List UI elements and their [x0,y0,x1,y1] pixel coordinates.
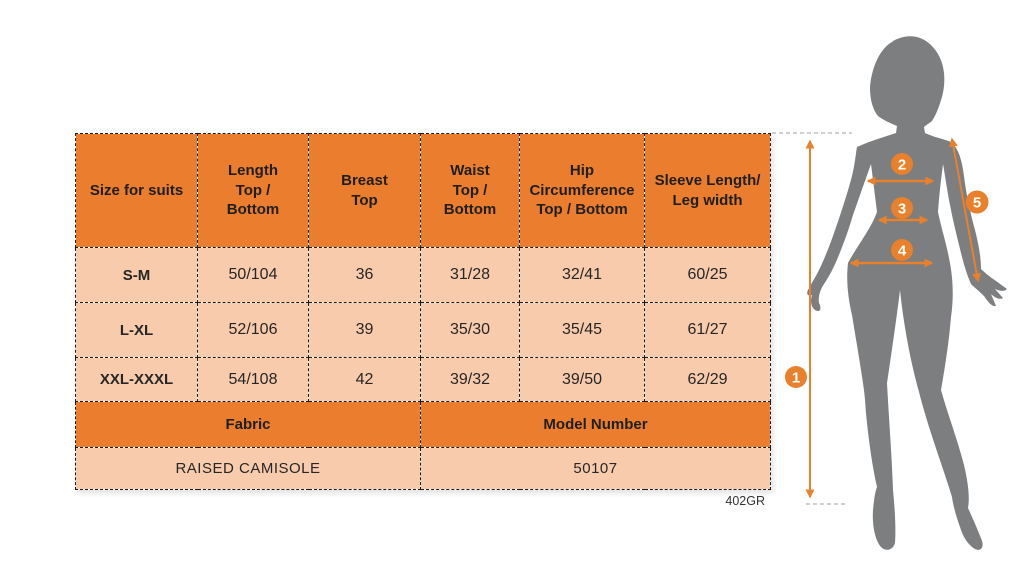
marker-3: 3 [891,197,913,219]
header-line: Bottom [226,201,280,219]
value-cell: 35/30 [420,302,520,358]
header-line: Top / [452,181,488,199]
value-cell: 35/45 [519,302,645,358]
fabric-label-cell: Fabric [75,401,421,448]
fabric-header-row: Fabric Model Number [75,401,771,448]
female-silhouette [807,36,1007,550]
value-cell: 60/25 [644,247,771,303]
value-cell: 61/27 [644,302,771,358]
marker-3-number: 3 [898,200,906,217]
sleeve-measure-arrow [948,137,982,283]
header-line: Leg width [672,191,743,209]
marker-4-number: 4 [898,242,907,259]
value-cell: 32/41 [519,247,645,303]
fabric-value-cell: RAISED CAMISOLE [75,447,421,490]
header-line: Waist [450,162,490,180]
size-table: Size for suits Length Top / Bottom Breas… [75,133,771,490]
header-breast: Breast Top [308,133,421,248]
marker-4: 4 [891,239,913,261]
table-row: XXL-XXXL 54/108 42 39/32 39/50 62/29 [75,357,771,402]
marker-5-number: 5 [973,194,981,211]
value-cell: 39/32 [420,357,520,402]
value-cell: 31/28 [420,247,520,303]
header-length: Length Top / Bottom [197,133,309,248]
value-cell: 54/108 [197,357,309,402]
header-line: Breast [341,172,388,189]
table-header-row: Size for suits Length Top / Bottom Breas… [75,133,771,248]
value-cell: 39/50 [519,357,645,402]
size-cell: S-M [75,247,198,303]
table-row: S-M 50/104 36 31/28 32/41 60/25 [75,247,771,303]
header-line: Bottom [443,201,497,219]
header-line: Top / [235,181,271,199]
header-hip: Hip Circumference Top / Bottom [519,133,645,248]
header-line: Size for suits [89,181,184,199]
value-cell: 50/104 [197,247,309,303]
header-line: Top [351,191,378,209]
value-cell: 36 [308,247,421,303]
fabric-value-row: RAISED CAMISOLE 50107 [75,447,771,490]
measurement-figure: 1 2 3 4 5 [772,36,1007,550]
marker-2-number: 2 [898,156,906,173]
value-cell: 62/29 [644,357,771,402]
model-value-cell: 50107 [420,447,771,490]
value-cell: 52/106 [197,302,309,358]
header-line: Sleeve Length/ [654,172,761,189]
marker-2: 2 [891,153,913,175]
header-waist: Waist Top / Bottom [420,133,520,248]
value-cell: 42 [308,357,421,402]
header-line: Length [228,162,278,180]
size-cell: XXL-XXXL [75,357,198,402]
header-size: Size for suits [75,133,198,248]
model-label-cell: Model Number [420,401,771,448]
table-row: L-XL 52/106 39 35/30 35/45 61/27 [75,302,771,358]
marker-1-number: 1 [792,369,800,386]
header-line: Hip [569,162,595,180]
size-cell: L-XL [75,302,198,358]
value-cell: 39 [308,302,421,358]
style-code: 402GR [725,494,765,508]
marker-5: 5 [965,190,989,214]
header-sleeve: Sleeve Length/ Leg width [644,133,771,248]
marker-1: 1 [785,366,807,388]
header-line: Top / Bottom [536,201,628,219]
header-line: Circumference [529,181,635,199]
